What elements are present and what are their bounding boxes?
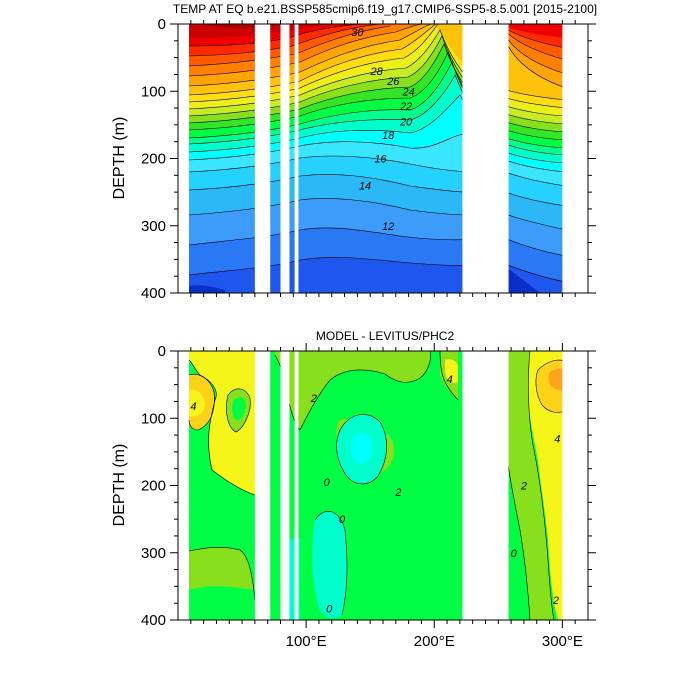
land-mask [280, 351, 290, 620]
contour-label: 2 [520, 481, 527, 493]
diff-band-east-deep-orange [548, 368, 566, 391]
axis-ticks: 0 100 200 300 400 [141, 16, 596, 302]
land-mask [254, 351, 271, 620]
contour-label: 28 [369, 66, 383, 78]
contour-label: 18 [382, 130, 395, 142]
contour-label: 4 [190, 401, 196, 413]
diff-band-200e-yellow [445, 359, 458, 383]
land-mask [462, 24, 509, 293]
contour-label: 12 [382, 221, 394, 233]
contour-label: 26 [386, 76, 400, 88]
x-tick-label: 100°E [286, 633, 327, 650]
land-mask [294, 351, 299, 620]
deep-cold-patch-east [500, 262, 540, 293]
difference-contour-field [178, 351, 588, 620]
diff-band-west-mid [189, 389, 205, 417]
x-tick-label: 300°E [542, 633, 583, 650]
diff-band-mid-cool-core [350, 433, 373, 464]
y-tick-label: 300 [141, 218, 166, 235]
y-tick-label: 300 [141, 545, 166, 562]
diff-band-east-green [500, 351, 554, 620]
contour-label: 20 [399, 117, 413, 129]
land-mask [178, 24, 185, 293]
diff-band-west-lower-green [189, 586, 255, 620]
contour-label: 22 [399, 101, 412, 113]
land-mask [562, 351, 588, 620]
diff-band-deep-cool [312, 511, 347, 618]
temperature-contour-field [178, 24, 588, 293]
contour-label: 4 [447, 374, 453, 386]
contour-label: 14 [359, 180, 371, 192]
land-mask [562, 24, 588, 293]
diff-band-west-yellow [189, 351, 255, 495]
y-tick-label: 0 [158, 16, 166, 33]
panel-difference: MODEL - LEVITUS/PHC2 [111, 329, 596, 650]
y-axis-label: DEPTH (m) [111, 117, 128, 200]
contour-label: 4 [554, 433, 560, 445]
contour-label: 0 [511, 548, 518, 560]
y-tick-label: 100 [141, 410, 166, 427]
diff-band-east-yellow [527, 351, 566, 620]
temperature-land-masks [178, 24, 588, 293]
contour-label: 16 [374, 154, 387, 166]
land-mask [294, 24, 299, 293]
difference-land-masks [178, 351, 588, 620]
y-tick-label: 200 [141, 478, 166, 495]
y-tick-label: 200 [141, 151, 166, 168]
contour-label: 2 [552, 595, 559, 607]
chart-title: TEMP AT EQ b.e21.BSSP585cmip6.f19_g17.CM… [173, 2, 597, 16]
chart-title: MODEL - LEVITUS/PHC2 [316, 329, 455, 343]
land-mask [280, 24, 290, 293]
y-tick-label: 400 [141, 612, 166, 629]
y-tick-label: 100 [141, 83, 166, 100]
difference-contour-labels: 4 2 0 2 0 4 4 2 0 0 2 [190, 374, 560, 615]
diff-band-mid-warm [275, 351, 431, 430]
land-mask [462, 351, 509, 620]
contour-label: 2 [394, 487, 401, 499]
diff-band-west-green-blob-core [232, 397, 246, 421]
y-axis-label: DEPTH (m) [111, 444, 128, 527]
land-mask [178, 351, 185, 620]
panel-temperature: TEMP AT EQ b.e21.BSSP585cmip6.f19_g17.CM… [111, 2, 597, 302]
y-tick-label: 0 [158, 343, 166, 360]
contour-label: 0 [326, 604, 333, 616]
y-tick-label: 400 [141, 285, 166, 302]
deep-cold-patch-west [189, 285, 225, 293]
x-tick-label: 200°E [414, 633, 455, 650]
land-mask [254, 24, 271, 293]
contour-label: 24 [402, 86, 415, 98]
contour-label: 2 [310, 393, 317, 405]
contour-label: 0 [339, 514, 346, 526]
contour-label: 0 [324, 477, 331, 489]
contour-label: 30 [351, 27, 364, 39]
